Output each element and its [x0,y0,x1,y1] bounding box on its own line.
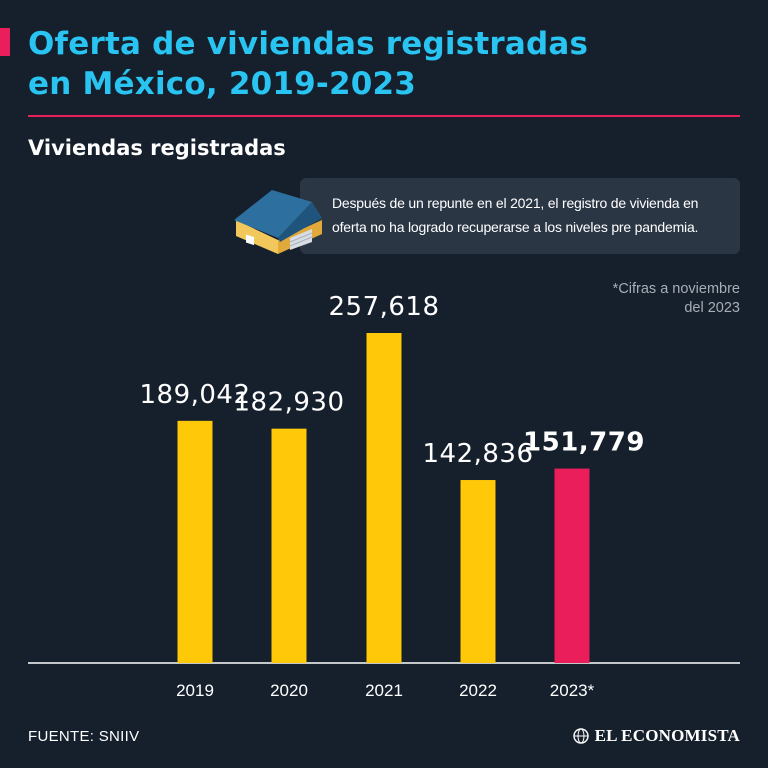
data-label-2020: 182,930 [233,388,344,418]
brand-logo: EL ECONOMISTA [572,726,740,746]
x-tick-2020: 2020 [270,681,308,700]
data-label-2019: 189,042 [139,380,250,410]
chart-footnote: *Cifras a noviembre del 2023 [612,281,740,316]
bar-2020 [271,428,307,663]
title-accent-bar [0,28,10,56]
title-divider [28,115,740,117]
data-label-2023: 151,779 [523,428,645,458]
bar-2019 [177,420,213,663]
globe-logo-icon [572,728,589,744]
bar-2022 [460,480,496,663]
x-tick-2019: 2019 [176,681,214,700]
x-tick-2022: 2022 [459,681,497,700]
bar-chart: 189,042 2019 182,930 2020 257,618 2021 142,836… [28,292,740,700]
x-tick-2021: 2021 [365,681,403,700]
data-label-2021: 257,618 [328,292,439,322]
chart-subtitle: Viviendas registradas [28,136,286,160]
bar-2021 [366,333,402,663]
callout-text: Después de un repunte en el 2021, el reg… [332,195,699,235]
page-title: Oferta de viviendas registradas en Méxic… [28,24,588,104]
brand-name: EL ECONOMISTA [594,726,740,745]
source-label: FUENTE: SNIIV [28,728,140,745]
callout-box: Después de un repunte en el 2021, el reg… [300,178,740,254]
house-icon [234,190,322,254]
page-title-line-2: en México, 2019-2023 [28,66,417,102]
x-tick-2023: 2023* [550,681,595,700]
data-label-2022: 142,836 [422,439,533,469]
page-title-line-1: Oferta de viviendas registradas [28,26,589,62]
bar-2023 [554,468,590,663]
